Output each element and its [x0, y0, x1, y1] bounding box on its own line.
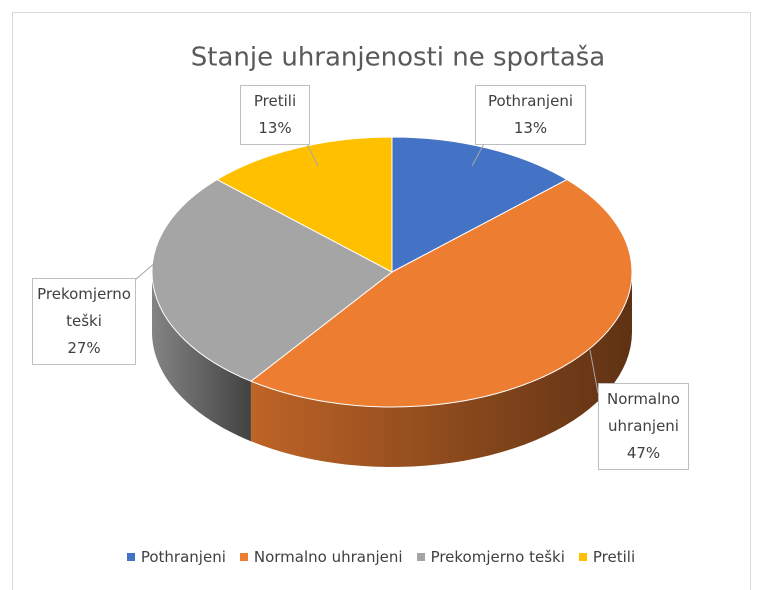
legend-label: Pretili — [592, 548, 636, 566]
data-label: Prekomjerno teški 27% — [32, 278, 136, 365]
legend-label: Normalno uhranjeni — [253, 548, 403, 566]
legend-swatch — [416, 553, 425, 561]
slice — [391, 136, 568, 273]
data-label: Pothranjeni 13% — [475, 85, 586, 145]
legend-item: Normalno uhranjeni — [239, 548, 403, 566]
legend-label: Prekomjerno teški — [430, 548, 565, 566]
legend-swatch — [239, 553, 248, 561]
data-label-name: Normalno uhranjeni — [607, 390, 680, 435]
slice-side — [250, 272, 633, 467]
data-label: Normalno uhranjeni 47% — [598, 383, 689, 470]
data-label: Pretili 13% — [240, 85, 310, 145]
data-label-value: 13% — [513, 119, 548, 137]
chart-frame — [12, 12, 751, 590]
data-label-value: 47% — [626, 444, 661, 462]
legend: Pothranjeni Normalno uhranjeni Prekomjerno… — [12, 548, 750, 566]
legend-swatch — [578, 553, 587, 561]
leader-line — [589, 349, 599, 394]
pie — [151, 136, 633, 467]
legend-item: Pretili — [578, 548, 636, 566]
data-label-name: Prekomjerno teški — [37, 285, 131, 330]
data-label-value: 13% — [258, 119, 292, 137]
slice — [249, 179, 633, 408]
leader-line — [134, 261, 157, 281]
slice — [216, 136, 393, 273]
legend-swatch — [126, 553, 135, 561]
slice-side — [152, 272, 251, 442]
slice — [151, 179, 393, 382]
chart-title: Stanje uhranjenosti ne sportaša — [191, 43, 605, 73]
legend-label: Pothranjeni — [140, 548, 226, 566]
legend-item: Prekomjerno teški — [416, 548, 565, 566]
data-label-name: Pretili — [253, 92, 297, 110]
data-label-value: 27% — [67, 339, 101, 357]
legend-item: Pothranjeni — [126, 548, 226, 566]
data-label-name: Pothranjeni — [487, 92, 573, 110]
